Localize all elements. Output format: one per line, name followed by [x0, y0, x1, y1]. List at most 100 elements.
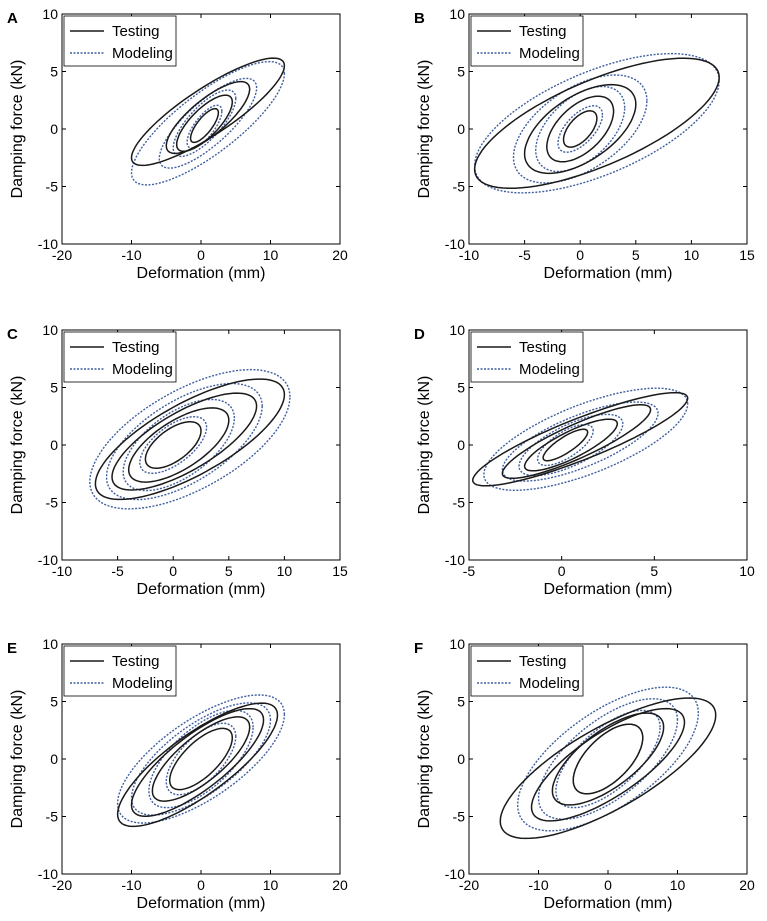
y-tick-label: -5	[46, 495, 59, 511]
testing-loop-1	[530, 707, 686, 822]
y-tick-label: 10	[449, 322, 465, 338]
legend-box	[63, 331, 177, 383]
y-tick-label: 0	[457, 437, 465, 453]
testing-loop-2	[546, 95, 615, 163]
testing-loop-3	[144, 421, 202, 469]
plot-area	[116, 694, 286, 828]
plot-area	[89, 368, 291, 510]
legend-label-testing: Testing	[112, 339, 160, 356]
x-tick-label: 10	[277, 563, 293, 579]
testing-loop-1	[130, 707, 265, 817]
modeling-loop-2	[518, 413, 624, 477]
legend-label-modeling: Modeling	[519, 361, 580, 378]
x-tick-label: -10	[459, 247, 479, 263]
y-tick-label: 5	[457, 694, 465, 710]
modeling-loop-2	[534, 85, 626, 173]
x-tick-label: 20	[739, 877, 755, 893]
legend: Testing Modeling	[470, 645, 584, 697]
x-tick-label: -5	[463, 563, 476, 579]
x-tick-label: 5	[225, 563, 233, 579]
y-tick-label: 5	[50, 694, 58, 710]
y-tick-label: -5	[46, 179, 59, 195]
x-tick-label: 5	[650, 563, 658, 579]
y-axis-label: Damping force (kN)	[416, 60, 433, 199]
y-tick-label: 5	[50, 380, 58, 396]
y-tick-label: -5	[46, 809, 59, 825]
legend-label-testing: Testing	[519, 653, 567, 670]
x-tick-label: -10	[121, 247, 141, 263]
testing-loop-1	[501, 404, 652, 480]
modeling-loop-0	[130, 60, 286, 186]
y-tick-label: 0	[50, 121, 58, 137]
testing-loop-3	[168, 727, 234, 791]
legend: Testing Modeling	[63, 15, 177, 67]
y-tick-label: 5	[50, 64, 58, 80]
x-tick-label: -20	[459, 877, 479, 893]
testing-loop-1	[111, 392, 258, 491]
y-tick-label: 10	[42, 6, 58, 22]
testing-loop-0	[473, 57, 720, 190]
x-tick-label: -10	[121, 877, 141, 893]
modeling-loop-1	[501, 401, 659, 482]
y-tick-label: 0	[50, 751, 58, 767]
legend-label-testing: Testing	[112, 23, 160, 40]
legend: Testing Modeling	[63, 645, 177, 697]
x-tick-label: -10	[528, 877, 548, 893]
panel-label: E	[7, 640, 17, 657]
x-tick-label: -10	[52, 563, 72, 579]
plot-area	[130, 57, 286, 186]
y-tick-label: 5	[457, 380, 465, 396]
modeling-loop-3	[186, 104, 223, 149]
legend-label-modeling: Modeling	[112, 45, 173, 62]
x-tick-label: 0	[197, 247, 205, 263]
modeling-loop-3	[557, 105, 604, 153]
modeling-loop-0	[89, 368, 291, 510]
modeling-loop-3	[165, 722, 237, 796]
testing-loop-1	[165, 80, 251, 155]
testing-loop-0	[94, 378, 286, 501]
x-axis-label: Deformation (mm)	[544, 265, 673, 282]
y-tick-label: -10	[445, 552, 465, 568]
legend-label-modeling: Modeling	[519, 675, 580, 692]
y-tick-label: -10	[445, 866, 465, 882]
x-tick-label: 10	[739, 563, 755, 579]
testing-loop-1	[523, 83, 637, 175]
testing-loop-0	[499, 697, 717, 840]
y-tick-label: -10	[38, 552, 58, 568]
modeling-loop-3	[139, 415, 208, 475]
x-axis-label: Deformation (mm)	[137, 581, 266, 598]
testing-loop-2	[523, 418, 619, 472]
panel-label: C	[7, 326, 18, 343]
panel-label: F	[414, 640, 423, 657]
y-axis-label: Damping force (kN)	[9, 376, 26, 515]
x-tick-label: 10	[263, 877, 279, 893]
legend-label-testing: Testing	[519, 339, 567, 356]
testing-loop-3	[562, 110, 598, 148]
x-tick-label: -5	[111, 563, 124, 579]
panel-label: B	[414, 10, 425, 27]
x-tick-label: 10	[263, 247, 279, 263]
x-tick-label: 0	[197, 877, 205, 893]
legend-label-testing: Testing	[519, 23, 567, 40]
y-axis-label: Damping force (kN)	[416, 690, 433, 829]
x-axis-label: Deformation (mm)	[137, 895, 266, 912]
x-tick-label: 5	[632, 247, 640, 263]
y-tick-label: 10	[449, 6, 465, 22]
legend-box	[63, 15, 177, 67]
testing-loop-2	[151, 716, 251, 802]
modeling-loop-0	[483, 387, 689, 491]
plot-area	[473, 52, 720, 194]
x-tick-label: 15	[332, 563, 348, 579]
y-tick-label: 0	[50, 437, 58, 453]
testing-loop-0	[116, 702, 279, 828]
modeling-loop-0	[473, 52, 720, 194]
y-tick-label: 0	[457, 751, 465, 767]
testing-loop-2	[175, 94, 234, 153]
legend: Testing Modeling	[63, 331, 177, 383]
legend-box	[63, 645, 177, 697]
